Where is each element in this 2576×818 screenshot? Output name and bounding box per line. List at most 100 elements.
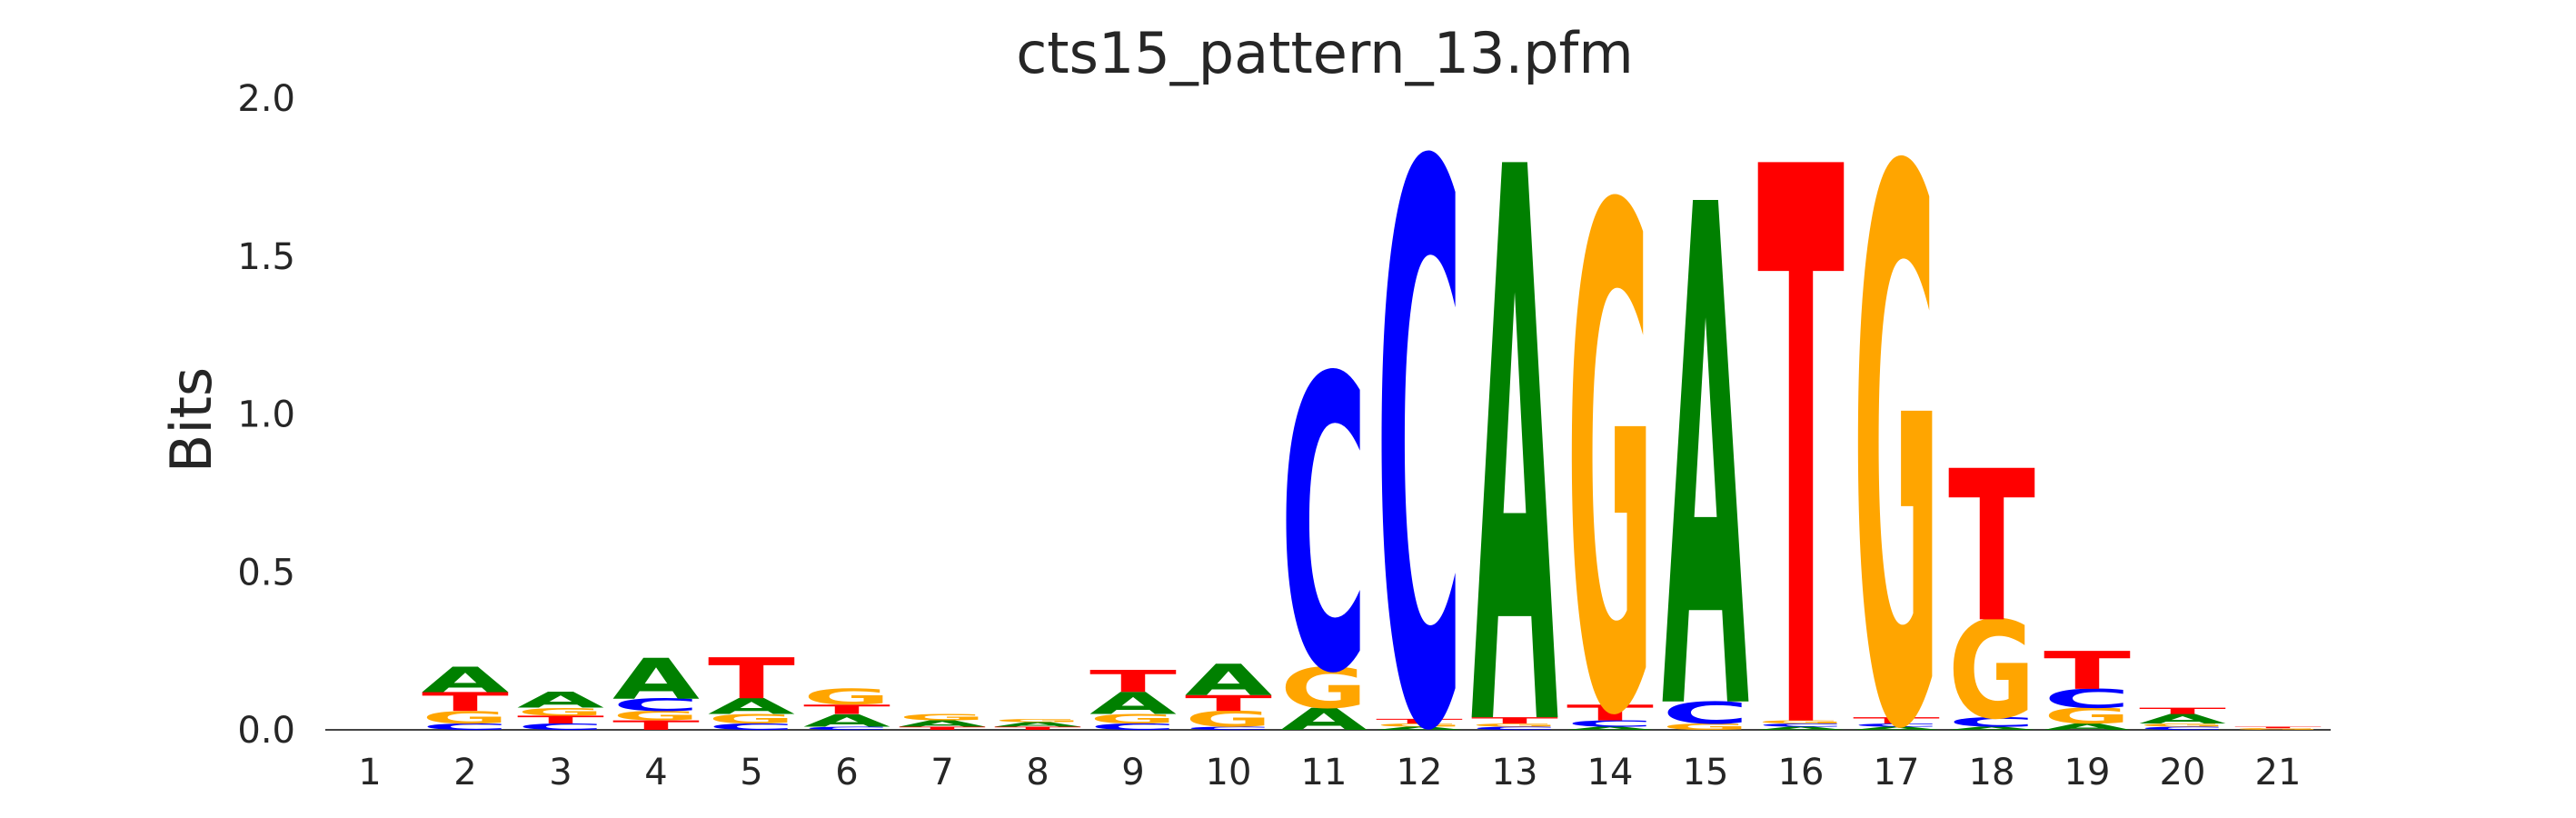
logo-letter-C: C	[2139, 726, 2226, 732]
logo-letter-G: G	[1280, 656, 1368, 722]
logo-letter-G: G	[2044, 703, 2131, 729]
y-tick-label: 0.5	[237, 552, 295, 594]
logo-letter-T: T	[1757, 10, 1845, 818]
y-tick-label: 2.0	[237, 78, 295, 120]
x-tick-label: 5	[740, 752, 762, 793]
x-tick-label: 18	[1969, 752, 2015, 793]
x-tick-label: 13	[1492, 752, 1538, 793]
logo-letter-G: G	[1757, 720, 1845, 725]
logo-letter-G: G	[1948, 594, 2035, 750]
logo-letter-G: G	[1662, 722, 1749, 732]
logo-letter-C: C	[803, 726, 890, 732]
logo-letter-T: T	[2234, 726, 2322, 729]
logo-letter-G: G	[1185, 707, 1272, 733]
x-tick-label: 4	[644, 752, 667, 793]
logo-letter-C: C	[1089, 722, 1177, 732]
logo-letter-G: G	[517, 705, 604, 718]
logo-letter-G: G	[1853, 15, 1940, 818]
logo-letter-C: C	[612, 695, 700, 715]
logo-letter-G: G	[422, 707, 509, 727]
logo-letter-T: T	[1566, 700, 1654, 725]
x-tick-label: 19	[2064, 752, 2111, 793]
y-axis-ticks: 0.0 0.5 1.0 1.5 2.0	[237, 78, 295, 752]
logo-letter-T: T	[708, 646, 795, 712]
logo-letter-A: A	[422, 660, 509, 700]
logo-letter-C: C	[1757, 723, 1845, 728]
logo-letter-T: T	[612, 718, 700, 733]
logo-letter-C: C	[1948, 714, 2035, 730]
logo-letter-A: A	[1757, 726, 1845, 732]
logo-letter-A: A	[517, 688, 604, 713]
logo-letter-A: A	[803, 711, 890, 731]
x-tick-label: 16	[1778, 752, 1825, 793]
x-tick-label: 6	[835, 752, 858, 793]
logo-letter-G: G	[803, 684, 890, 710]
x-tick-label: 8	[1026, 752, 1049, 793]
logo-letter-T: T	[1376, 718, 1463, 725]
logo-letter-T: T	[2044, 641, 2131, 701]
logo-letter-C: C	[422, 722, 509, 732]
x-tick-label: 11	[1301, 752, 1348, 793]
logo-letter-T: T	[2139, 706, 2226, 716]
logo-letter-T: T	[1471, 715, 1558, 725]
logo-letter-T: T	[1089, 664, 1177, 700]
logo-letter-C: C	[517, 722, 604, 732]
logo-letter-A: A	[1185, 655, 1272, 705]
x-axis-ticks: 1 2 3 4 5 6 7 8 9 10 11 12 13 14 15 16 17 18 19 20 21	[358, 752, 2301, 793]
x-tick-label: 21	[2255, 752, 2302, 793]
logo-letter-T: T	[994, 726, 1081, 731]
logo-letter-C: C	[1662, 695, 1749, 731]
logo-letter-G: G	[1376, 723, 1463, 728]
x-tick-label: 12	[1397, 752, 1443, 793]
logo-letter-G: G	[1471, 723, 1558, 728]
logo-letter-G: G	[994, 718, 1081, 723]
logo-letter-G: G	[899, 713, 986, 723]
x-tick-label: 1	[358, 752, 381, 793]
y-tick-label: 0.0	[237, 710, 295, 752]
logo-letter-G: G	[708, 712, 795, 727]
logo-letter-T: T	[422, 687, 509, 717]
logo-letter-C: C	[1853, 723, 1940, 728]
x-tick-label: 14	[1587, 752, 1634, 793]
logo-letter-A: A	[2044, 722, 2131, 732]
logo-letter-C: C	[1376, 9, 1463, 818]
x-tick-label: 10	[1206, 752, 1252, 793]
logo-letter-A: A	[708, 694, 795, 720]
x-tick-label: 2	[453, 752, 476, 793]
logo-letter-T: T	[899, 726, 986, 731]
y-tick-label: 1.5	[237, 236, 295, 278]
chart-title: cts15_pattern_13.pfm	[1016, 20, 1634, 86]
y-axis-label: Bits	[158, 367, 224, 473]
logo-letter-G: G	[2234, 728, 2322, 731]
logo-letter-A: A	[1662, 64, 1750, 818]
logo-letter-A: A	[1280, 703, 1368, 738]
logo-letter-C: C	[1185, 726, 1272, 732]
x-tick-label: 7	[930, 752, 953, 793]
x-tick-label: 20	[2160, 752, 2206, 793]
logo-letter-C: C	[1280, 294, 1368, 762]
logo-letter-A: A	[1471, 12, 1559, 818]
logo-letter-A: A	[1853, 726, 1940, 732]
logo-letter-C: C	[1471, 726, 1558, 732]
logo-letter-T: T	[517, 713, 604, 726]
x-tick-label: 17	[1874, 752, 1920, 793]
logo-letter-T: T	[1853, 715, 1940, 725]
logo-letter-T: T	[1948, 426, 2035, 668]
logo-letter-A: A	[612, 646, 700, 712]
logo-letter-C: C	[708, 722, 795, 732]
logo-letter-G: G	[2139, 723, 2226, 728]
logo-letter-G: G	[1089, 712, 1177, 727]
logo-letter-A: A	[994, 721, 1081, 728]
x-tick-label: 15	[1683, 752, 1729, 793]
logo-letter-A: A	[1089, 686, 1177, 722]
x-tick-label: 9	[1121, 752, 1144, 793]
logo-letter-T: T	[803, 702, 890, 717]
x-tick-label: 3	[549, 752, 572, 793]
logo-letter-G: G	[612, 708, 700, 723]
logo-letter-C: C	[1566, 719, 1654, 729]
logo-letter-A: A	[1948, 726, 2035, 732]
logo-letter-A: A	[1566, 726, 1654, 732]
